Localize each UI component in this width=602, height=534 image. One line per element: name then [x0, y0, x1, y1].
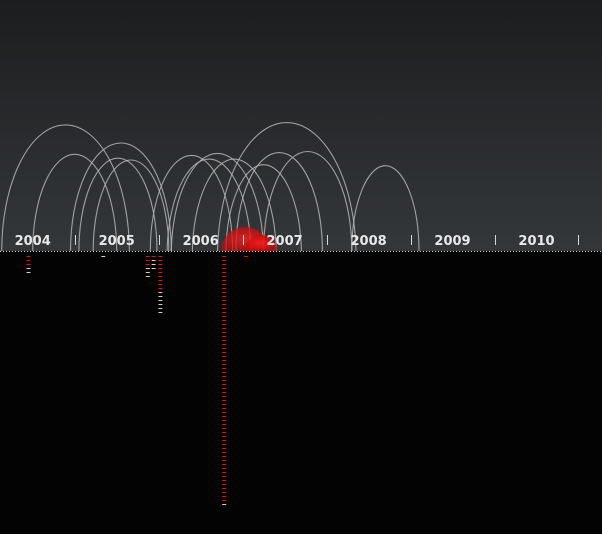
bubble-1	[245, 235, 278, 251]
year-label-2005: 2005	[99, 234, 135, 249]
arc-4	[32, 153, 118, 252]
arc-1	[69, 142, 172, 252]
arcs-layer	[1, 122, 420, 252]
arc-7	[170, 152, 265, 252]
year-label-2004: 2004	[15, 234, 51, 249]
arc-5	[149, 154, 234, 252]
labels-layer: 2004 2005 2006 2007 2008 2009 2010	[15, 234, 555, 249]
arc-8	[191, 158, 277, 252]
ticks-layer	[75, 235, 579, 245]
ground-background	[0, 251, 602, 534]
year-label-2007: 2007	[267, 234, 303, 249]
stacks-layer	[26, 256, 248, 505]
stack-0	[26, 256, 31, 273]
year-label-2009: 2009	[434, 234, 470, 249]
arc-13	[351, 165, 420, 252]
stack-4	[158, 256, 163, 313]
arc-12	[216, 122, 357, 252]
bubbles-layer	[221, 227, 278, 251]
arc-10	[225, 164, 302, 252]
arc-6	[166, 158, 252, 252]
year-label-2010: 2010	[518, 234, 554, 249]
year-label-2008: 2008	[351, 234, 387, 249]
stack-2	[145, 256, 150, 277]
stack-5	[222, 256, 227, 505]
year-label-2006: 2006	[183, 234, 219, 249]
arc-2	[78, 157, 158, 252]
arc-0	[1, 124, 130, 252]
arc-3	[92, 159, 170, 252]
arc-9	[263, 150, 353, 252]
arc-11	[235, 151, 323, 252]
stack-3	[151, 256, 156, 269]
